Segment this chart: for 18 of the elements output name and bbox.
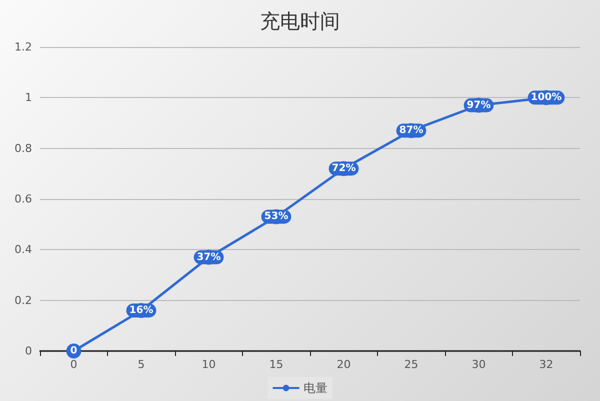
x-tick-label: 25 [404,358,418,371]
x-tick-label: 15 [269,358,284,371]
y-tick-label: 0 [25,344,32,358]
x-tick-label: 5 [138,358,145,371]
y-tick-label: 1 [25,91,32,104]
y-tick-label: 0.4 [14,243,32,256]
y-tick-label: 0.8 [14,142,32,155]
x-tick-label: 20 [336,358,351,371]
y-tick-label: 0.2 [14,294,32,307]
y-tick-label: 1.2 [14,40,32,54]
chart-title: 充电时间 [260,9,340,33]
x-tick-label: 32 [539,358,554,371]
x-tick-label: 30 [472,358,486,371]
data-label: 0 [70,346,78,356]
x-tick-label: 10 [202,358,216,371]
legend-label: 电量 [304,381,328,395]
y-tick-label: 0.6 [14,192,32,206]
x-tick-label: 0 [70,358,78,371]
